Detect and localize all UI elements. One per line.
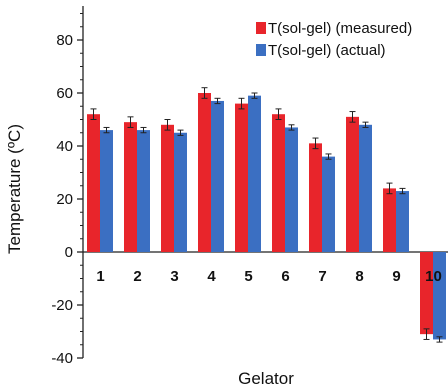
category-label-1: 1 xyxy=(96,268,104,285)
bar-measured-8 xyxy=(346,116,359,252)
error-bars xyxy=(90,87,443,343)
bar-actual-4 xyxy=(211,100,224,252)
legend-swatch-measured xyxy=(256,22,266,34)
bar-measured-1 xyxy=(87,114,100,252)
y-axis xyxy=(77,6,84,359)
y-tick-label: 60 xyxy=(56,85,73,102)
y-tick-label: 0 xyxy=(65,244,73,261)
bar-actual-5 xyxy=(248,95,261,253)
bar-actual-3 xyxy=(174,132,187,252)
bar-actual-6 xyxy=(285,127,298,252)
legend-label-actual: T(sol-gel) (actual) xyxy=(268,42,386,59)
bar-actual-7 xyxy=(322,156,335,252)
bar-measured-6 xyxy=(272,114,285,252)
x-axis-title: Gelator xyxy=(238,369,294,388)
bar-measured-5 xyxy=(235,103,248,252)
category-labels: 1 2 3 4 5 6 7 8 9 10 xyxy=(96,268,442,285)
category-label-8: 8 xyxy=(355,268,363,285)
bar-measured-7 xyxy=(309,143,322,252)
bar-actual-9 xyxy=(396,191,409,252)
legend-swatch-actual xyxy=(256,44,266,56)
y-tick-labels: -40 -20 0 20 40 60 80 xyxy=(51,32,73,367)
bar-actual-10 xyxy=(433,252,446,340)
bar-measured-9 xyxy=(383,188,396,252)
legend: T(sol-gel) (measured) T(sol-gel) (actual… xyxy=(256,20,412,59)
bar-actual-8 xyxy=(359,124,372,252)
y-tick-label: -40 xyxy=(51,350,73,367)
bar-actual-1 xyxy=(100,130,113,252)
bar-measured-2 xyxy=(124,122,137,253)
y-tick-label: 80 xyxy=(56,32,73,49)
legend-label-measured: T(sol-gel) (measured) xyxy=(268,20,412,37)
y-tick-label: 40 xyxy=(56,138,73,155)
category-label-10: 10 xyxy=(425,268,442,285)
category-label-9: 9 xyxy=(392,268,400,285)
category-label-4: 4 xyxy=(207,268,216,285)
bar-measured-4 xyxy=(198,93,211,252)
category-label-2: 2 xyxy=(133,268,141,285)
category-label-5: 5 xyxy=(244,268,252,285)
bar-measured-10 xyxy=(420,252,433,335)
category-label-7: 7 xyxy=(318,268,326,285)
category-label-3: 3 xyxy=(170,268,178,285)
y-tick-label: 20 xyxy=(56,191,73,208)
y-tick-label: -20 xyxy=(51,297,73,314)
bars xyxy=(87,93,446,340)
category-label-6: 6 xyxy=(281,268,289,285)
bar-measured-3 xyxy=(161,124,174,252)
y-axis-title: Temperature (ºC) xyxy=(5,124,24,254)
bar-actual-2 xyxy=(137,130,150,252)
